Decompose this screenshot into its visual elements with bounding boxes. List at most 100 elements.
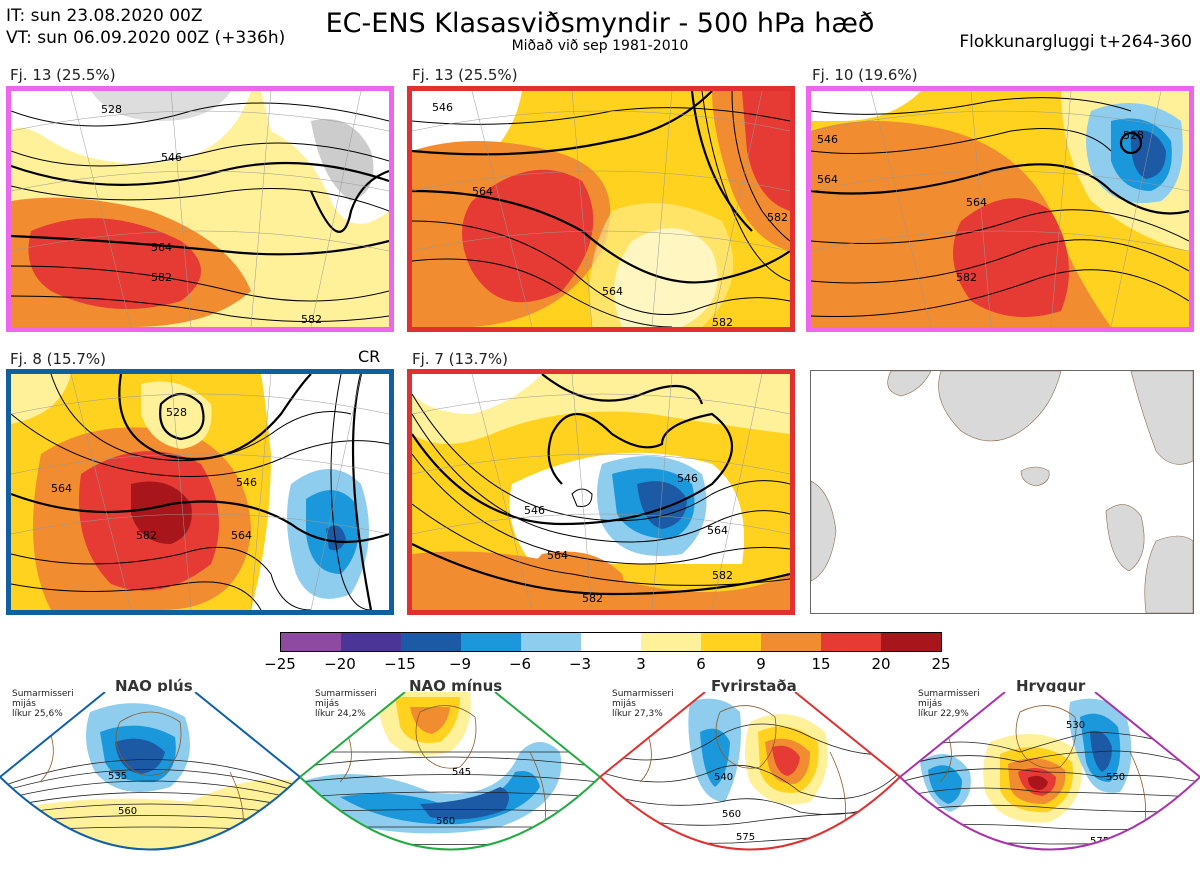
cluster-map-5: 546 546 564 564 582 582	[407, 369, 795, 615]
regime-2-map: 545 560 575	[300, 692, 600, 851]
colorbar-swatch	[821, 633, 881, 651]
page-subtitle: Miðað við sep 1981-2010	[511, 38, 689, 54]
regime-3-note-line: mijás	[612, 699, 636, 709]
panel-5-contour-label-5: 582	[712, 569, 733, 582]
colorbar-tick: −6	[508, 655, 532, 673]
regime-4-contour-label: 530	[1066, 720, 1085, 731]
base-map-land	[811, 371, 1193, 613]
panel-3-label: Fj. 10 (19.6%)	[812, 66, 918, 84]
regime-4-note-line: Sumarmisseri	[918, 689, 980, 699]
regime-4-map: 530 550 575	[900, 692, 1200, 851]
panel-4-contour-label-3: 564	[51, 482, 72, 495]
colorbar-tick: −3	[568, 655, 592, 673]
panel-3-contour-label-5: 528	[1123, 129, 1144, 142]
panel-3-contour-label-2: 564	[817, 173, 838, 186]
base-map	[810, 370, 1194, 614]
cluster-map-4-field: 528 546 564 564 582	[11, 374, 389, 610]
regime-3-note-line: Sumarmisseri	[612, 689, 674, 699]
panel-1-contour-label-1: 546	[161, 151, 182, 164]
panel-2-contour-label-3: 564	[602, 285, 623, 298]
cluster-map-3: 546 564 564 582 528	[806, 86, 1194, 332]
panel-5-contour-label-4: 564	[707, 524, 728, 537]
panel-4-contour-label-5: 582	[136, 529, 157, 542]
colorbar-swatch	[761, 633, 821, 651]
cluster-map-1: 546 564 582 528 582	[6, 86, 394, 332]
regime-2-title: NAO mínus	[409, 677, 503, 695]
colorbar-tick: 3	[636, 655, 646, 673]
regime-2-contour-label: 560	[436, 816, 455, 827]
regime-4-note-line: mijás	[918, 699, 942, 709]
regime-1-title: NAO plús	[115, 677, 193, 695]
regime-2-note-line: Sumarmisseri	[315, 689, 377, 699]
colorbar-swatch	[581, 633, 641, 651]
panel-2-contour-label-1: 546	[432, 101, 453, 114]
regime-1-note-line: líkur 25,6%	[12, 709, 63, 719]
colorbar-tick: −9	[448, 655, 472, 673]
regime-4-title: Hryggur	[1016, 677, 1086, 695]
colorbar-tick: −20	[324, 655, 356, 673]
colorbar-swatch	[281, 633, 341, 651]
panel-1-contour-label-4: 528	[101, 103, 122, 116]
colorbar-swatch	[401, 633, 461, 651]
colorbar-tick: 25	[931, 655, 951, 673]
panel-2-contour-label-5: 582	[767, 211, 788, 224]
colorbar-swatch	[341, 633, 401, 651]
colorbar-swatch	[521, 633, 581, 651]
colorbar-swatch	[701, 633, 761, 651]
panel-4-contour-label-4: 564	[231, 529, 252, 542]
regime-1-note-line: Sumarmisseri	[12, 689, 74, 699]
panel-5-contour-label-1: 546	[524, 504, 545, 517]
panel-1-label: Fj. 13 (25.5%)	[10, 66, 116, 84]
panel-3-contour-label-3: 564	[966, 196, 987, 209]
regime-2-note-line: mijás	[315, 699, 339, 709]
panel-5-contour-label-6: 582	[582, 592, 603, 605]
regime-1-map: 535 560	[0, 692, 300, 851]
regime-3-note: Sumarmisseri mijás líkur 27,3%	[612, 689, 674, 719]
colorbar-tick: 6	[696, 655, 706, 673]
regime-4-contour-label: 550	[1106, 772, 1125, 783]
init-time: IT: sun 23.08.2020 00Z	[6, 6, 203, 26]
regime-2-contour-label: 545	[452, 767, 471, 778]
panel-4-contour-label-2: 546	[236, 476, 257, 489]
valid-time: VT: sun 06.09.2020 00Z (+336h)	[6, 28, 286, 48]
regime-1-contour-label: 560	[118, 806, 137, 817]
panel-4-contour-label-1: 528	[166, 406, 187, 419]
regime-2-note-line: líkur 24,2%	[315, 709, 366, 719]
regime-1-contour-label: 535	[108, 771, 127, 782]
regime-4-note-line: líkur 22,9%	[918, 709, 969, 719]
regime-1-note-line: mijás	[12, 699, 36, 709]
colorbar	[280, 632, 942, 652]
panel-2-label: Fj. 13 (25.5%)	[412, 66, 518, 84]
regime-3-contour-label: 575	[736, 832, 755, 843]
panel-4-label: Fj. 8 (15.7%)	[10, 350, 106, 368]
panel-3-contour-label-4: 582	[956, 271, 977, 284]
cluster-map-2-field: 546 564 564 582 582	[412, 91, 790, 327]
panel-2-contour-label-4: 582	[712, 316, 733, 327]
page-title: EC-ENS Klasasviðsmyndir - 500 hPa hæð	[325, 8, 875, 39]
panel-5-label: Fj. 7 (13.7%)	[412, 350, 508, 368]
panel-1-contour-label-3: 582	[151, 271, 172, 284]
colorbar-tick: 15	[811, 655, 831, 673]
regime-3-contour-label: 560	[722, 809, 741, 820]
colorbar-tick: −15	[384, 655, 416, 673]
colorbar-swatch	[641, 633, 701, 651]
cluster-map-2: 546 564 564 582 582	[407, 86, 795, 332]
panel-5-contour-label-3: 564	[547, 549, 568, 562]
colorbar-swatch	[461, 633, 521, 651]
regime-3-title: Fyrirstaða	[711, 677, 797, 695]
classification-window: Flokkunargluggi t+264-360	[959, 32, 1192, 52]
cluster-map-4: 528 546 564 564 582	[6, 369, 394, 615]
cluster-map-1-field: 546 564 582 528 582	[11, 91, 389, 327]
regime-3-note-line: líkur 27,3%	[612, 709, 663, 719]
colorbar-swatch	[881, 633, 941, 651]
regime-3-contour-label: 540	[714, 772, 733, 783]
panel-1-contour-label-5: 582	[301, 313, 322, 326]
colorbar-tick: −25	[264, 655, 296, 673]
regime-1-note: Sumarmisseri mijás líkur 25,6%	[12, 689, 74, 719]
cluster-map-5-field: 546 546 564 564 582 582	[412, 374, 790, 610]
colorbar-tick: 9	[756, 655, 766, 673]
regime-2-note: Sumarmisseri mijás líkur 24,2%	[315, 689, 377, 719]
panel-3-contour-label-1: 546	[817, 133, 838, 146]
regime-3-map: 540 560 575	[600, 692, 900, 851]
regime-4-note: Sumarmisseri mijás líkur 22,9%	[918, 689, 980, 719]
